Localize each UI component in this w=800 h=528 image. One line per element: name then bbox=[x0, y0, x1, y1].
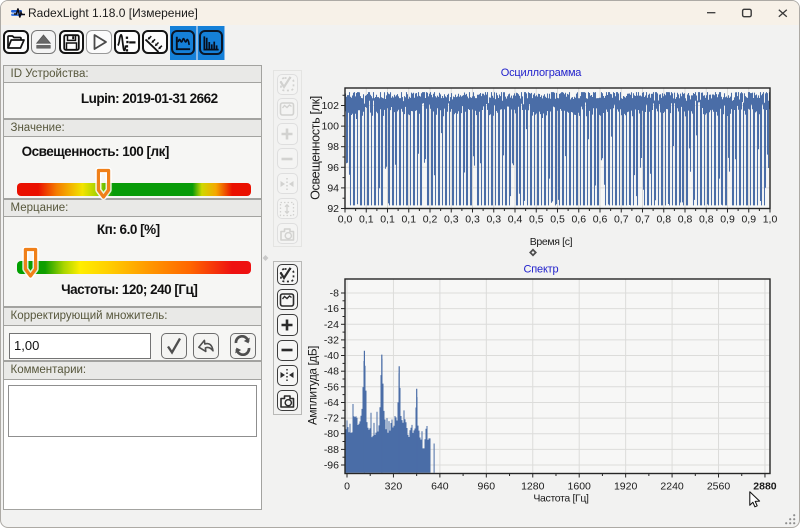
svg-text:100: 100 bbox=[321, 121, 339, 133]
svg-text:0,3: 0,3 bbox=[486, 214, 501, 226]
svg-text:0: 0 bbox=[344, 481, 350, 493]
svg-text:0,2: 0,2 bbox=[423, 214, 438, 226]
svg-text:Осциллограмма: Осциллограмма bbox=[501, 67, 583, 79]
svg-text:Частота [Гц]: Частота [Гц] bbox=[533, 493, 589, 505]
svg-text:-8: -8 bbox=[330, 288, 339, 300]
svg-text:0,6: 0,6 bbox=[571, 214, 586, 226]
svg-text:0,8: 0,8 bbox=[699, 214, 714, 226]
svg-text:0,9: 0,9 bbox=[720, 214, 735, 226]
svg-text:-96: -96 bbox=[324, 460, 339, 472]
svg-text:0,9: 0,9 bbox=[741, 214, 756, 226]
svg-text:-72: -72 bbox=[324, 413, 339, 425]
svg-text:0,1: 0,1 bbox=[401, 214, 416, 226]
svg-text:0,8: 0,8 bbox=[656, 214, 671, 226]
svg-text:92: 92 bbox=[327, 203, 339, 215]
svg-text:Освещенность [лк]: Освещенность [лк] bbox=[309, 96, 323, 200]
svg-text:0,7: 0,7 bbox=[614, 214, 629, 226]
svg-text:1600: 1600 bbox=[568, 481, 592, 493]
svg-text:-48: -48 bbox=[324, 366, 339, 378]
svg-text:0,4: 0,4 bbox=[508, 214, 523, 226]
svg-text:96: 96 bbox=[327, 162, 339, 174]
svg-text:98: 98 bbox=[327, 141, 339, 153]
svg-text:0,3: 0,3 bbox=[444, 214, 459, 226]
svg-text:0,7: 0,7 bbox=[635, 214, 650, 226]
svg-text:0,8: 0,8 bbox=[678, 214, 693, 226]
svg-text:-80: -80 bbox=[324, 428, 339, 440]
svg-text:-24: -24 bbox=[324, 319, 339, 331]
svg-text:0,5: 0,5 bbox=[550, 214, 565, 226]
svg-text:640: 640 bbox=[431, 481, 449, 493]
svg-text:-88: -88 bbox=[324, 444, 339, 456]
svg-text:Спектр: Спектр bbox=[524, 264, 559, 276]
svg-text:Время [с]: Время [с] bbox=[530, 236, 573, 248]
svg-text:0,1: 0,1 bbox=[359, 214, 374, 226]
svg-text:94: 94 bbox=[327, 182, 339, 194]
svg-text:-40: -40 bbox=[324, 350, 339, 362]
svg-text:1920: 1920 bbox=[614, 481, 638, 493]
svg-text:0,6: 0,6 bbox=[593, 214, 608, 226]
svg-text:2560: 2560 bbox=[707, 481, 731, 493]
svg-text:-56: -56 bbox=[324, 381, 339, 393]
svg-text:-16: -16 bbox=[324, 303, 339, 315]
svg-text:0,3: 0,3 bbox=[465, 214, 480, 226]
svg-text:1,0: 1,0 bbox=[763, 214, 778, 226]
svg-text:102: 102 bbox=[321, 100, 339, 112]
svg-text:-32: -32 bbox=[324, 334, 339, 346]
svg-text:0,1: 0,1 bbox=[380, 214, 395, 226]
svg-text:0,5: 0,5 bbox=[529, 214, 544, 226]
svg-text:-64: -64 bbox=[324, 397, 339, 409]
svg-text:Амплитуда [дБ]: Амплитуда [дБ] bbox=[307, 346, 320, 425]
svg-text:2240: 2240 bbox=[660, 481, 684, 493]
svg-text:0,0: 0,0 bbox=[338, 214, 353, 226]
svg-text:320: 320 bbox=[385, 481, 403, 493]
svg-text:1280: 1280 bbox=[521, 481, 545, 493]
svg-text:960: 960 bbox=[478, 481, 496, 493]
svg-text:2880: 2880 bbox=[753, 481, 777, 493]
